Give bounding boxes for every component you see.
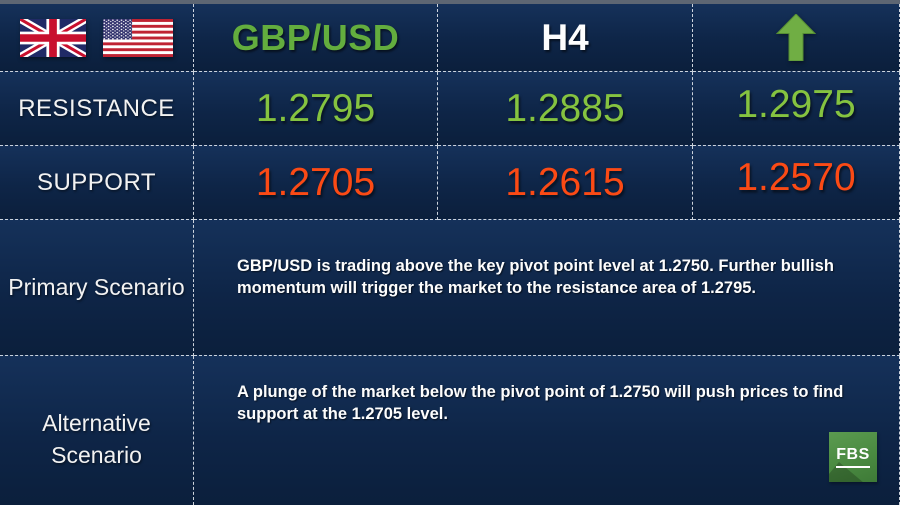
support-value-cell: 1.2570 xyxy=(693,146,900,220)
primary-scenario-text-cell: GBP/USD is trading above the key pivot p… xyxy=(194,220,900,356)
resistance-value-cell: 1.2795 xyxy=(194,72,438,146)
alternative-scenario-text-cell: A plunge of the market below the pivot p… xyxy=(194,356,900,505)
alternative-scenario-text: A plunge of the market below the pivot p… xyxy=(237,383,844,423)
support-value-3: 1.2570 xyxy=(736,155,856,199)
support-label: SUPPORT xyxy=(36,168,157,196)
resistance-value-cell: 1.2975 xyxy=(693,72,900,146)
fbs-logo-text: FBS xyxy=(836,446,870,468)
resistance-label-cell: RESISTANCE xyxy=(0,72,194,146)
top-gray-bar xyxy=(0,0,900,4)
resistance-value-cell: 1.2885 xyxy=(438,72,693,146)
alternative-scenario-label-cell: Alternative Scenario xyxy=(0,356,194,505)
support-value-cell: 1.2705 xyxy=(194,146,438,220)
forex-levels-table: GBP/USD H4 RESISTANCE 1.2795 1.2885 1.29… xyxy=(0,4,900,505)
support-value-2: 1.2615 xyxy=(505,160,625,204)
resistance-value-1: 1.2795 xyxy=(255,86,376,130)
resistance-value-2: 1.2885 xyxy=(505,86,625,130)
trend-cell xyxy=(693,4,900,72)
primary-scenario-text: GBP/USD is trading above the key pivot p… xyxy=(237,257,834,297)
fbs-logo: FBS xyxy=(829,432,877,482)
timeframe-label: H4 xyxy=(541,16,589,58)
timeframe-cell: H4 xyxy=(438,4,693,72)
support-value-cell: 1.2615 xyxy=(438,146,693,220)
alternative-scenario-label: Alternative Scenario xyxy=(42,410,151,468)
uk-flag-icon xyxy=(20,18,86,57)
primary-scenario-label: Primary Scenario xyxy=(8,273,185,300)
resistance-value-3: 1.2975 xyxy=(736,82,856,126)
resistance-label: RESISTANCE xyxy=(18,94,175,122)
flags-cell xyxy=(0,4,194,72)
up-arrow-icon xyxy=(776,14,816,61)
pair-cell: GBP/USD xyxy=(194,4,438,72)
support-label-cell: SUPPORT xyxy=(0,146,194,220)
support-value-1: 1.2705 xyxy=(255,160,376,204)
us-flag-icon xyxy=(103,18,173,57)
currency-pair-label: GBP/USD xyxy=(231,16,400,58)
primary-scenario-label-cell: Primary Scenario xyxy=(0,220,194,356)
currency-flags xyxy=(20,18,173,57)
